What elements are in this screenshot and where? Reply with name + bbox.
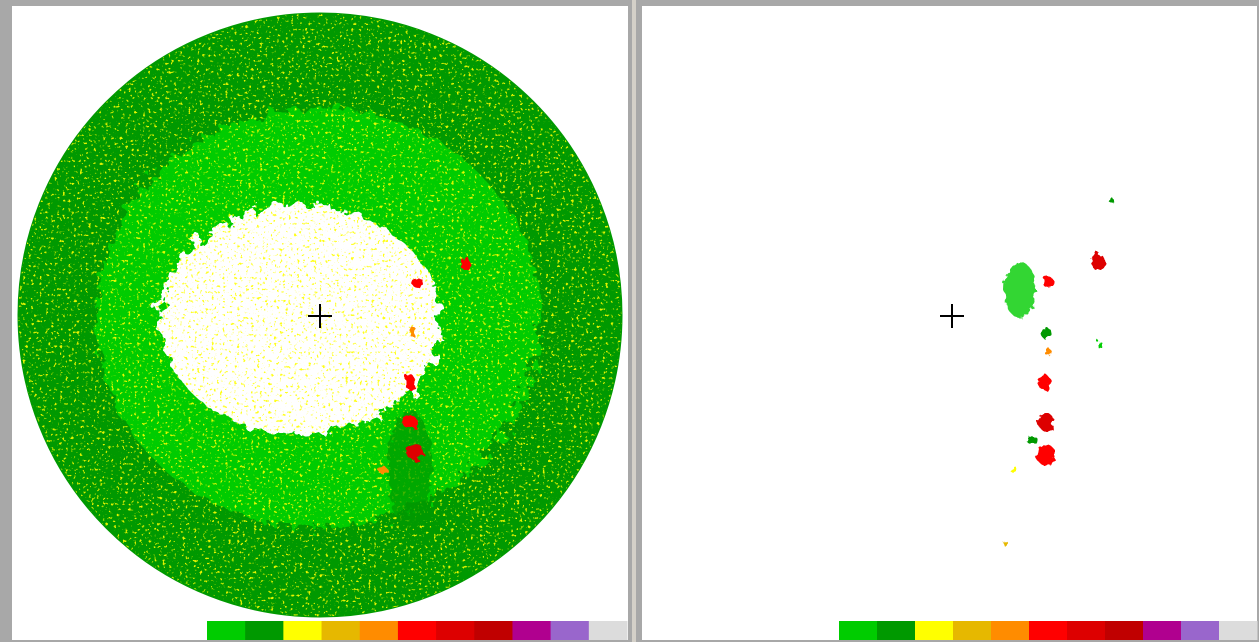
cell <box>1038 413 1054 431</box>
color-swatch <box>1105 621 1144 640</box>
cell <box>1036 445 1056 465</box>
panel-right <box>642 6 1257 640</box>
color-swatch <box>398 621 437 640</box>
color-swatch <box>991 621 1030 640</box>
cell <box>1045 348 1051 356</box>
color-swatch <box>1181 621 1220 640</box>
color-swatch <box>953 621 992 640</box>
cell <box>403 415 417 429</box>
cell <box>1003 542 1009 546</box>
cell <box>412 278 424 288</box>
color-swatch <box>474 621 513 640</box>
color-swatch <box>436 621 475 640</box>
cell <box>1098 341 1102 349</box>
cell <box>1041 327 1051 339</box>
cell <box>1042 277 1054 287</box>
cell <box>406 444 424 460</box>
color-swatch <box>915 621 954 640</box>
cell <box>409 327 417 337</box>
cell <box>1004 262 1036 318</box>
color-swatch <box>1143 621 1182 640</box>
cell <box>1092 253 1104 271</box>
cell <box>1038 374 1050 390</box>
cell <box>1027 435 1037 445</box>
radar-screen <box>0 0 1259 642</box>
color-swatch <box>245 621 284 640</box>
color-swatch <box>512 621 551 640</box>
cell <box>1010 467 1018 473</box>
cell <box>379 466 387 474</box>
cell <box>405 374 415 390</box>
color-swatch <box>877 621 916 640</box>
color-swatch <box>551 621 590 640</box>
color-swatch <box>589 621 628 640</box>
color-swatch <box>322 621 361 640</box>
cell <box>461 257 471 271</box>
color-swatch <box>1067 621 1106 640</box>
color-swatch <box>207 621 246 640</box>
cell <box>1108 198 1114 202</box>
color-swatch <box>283 621 322 640</box>
color-swatch <box>1219 621 1258 640</box>
color-swatch <box>1029 621 1068 640</box>
color-swatch <box>839 621 878 640</box>
color-swatch <box>360 621 399 640</box>
